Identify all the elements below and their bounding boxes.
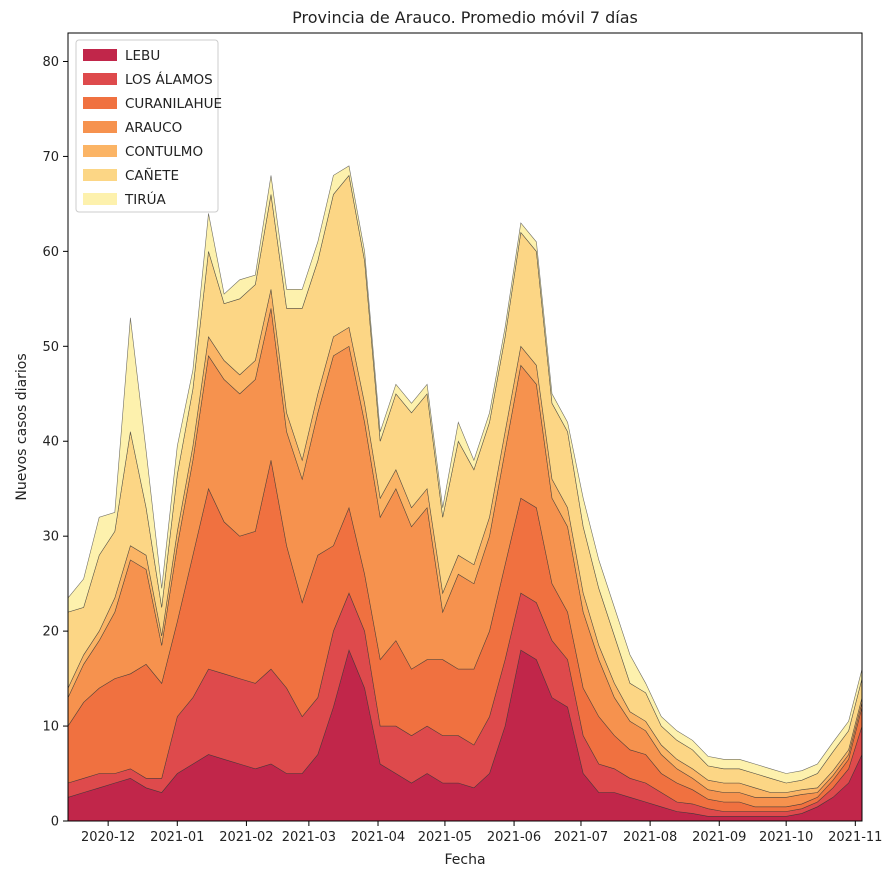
x-tick-label: 2021-06 xyxy=(487,830,541,845)
y-tick-label: 30 xyxy=(42,530,59,545)
x-axis-title: Fecha xyxy=(444,852,485,868)
legend-swatch-tirua xyxy=(83,193,117,205)
x-tick-label: 2021-09 xyxy=(692,830,746,845)
y-tick-label: 80 xyxy=(42,55,59,70)
x-axis: 2020-12 2021-01 2021-02 2021-03 2021-04 2021-… xyxy=(81,821,882,845)
legend-label-arauco: ARAUCO xyxy=(125,120,182,136)
legend-label-canete: CAÑETE xyxy=(125,167,179,184)
x-tick-label: 2021-10 xyxy=(759,830,813,845)
y-tick-label: 70 xyxy=(42,150,59,165)
legend-label-contulmo: CONTULMO xyxy=(125,144,203,160)
plot-frame xyxy=(67,32,863,822)
legend-swatch-contulmo xyxy=(83,145,117,157)
x-tick-label: 2021-11 xyxy=(828,830,882,845)
y-axis: 0 10 20 30 40 50 60 70 80 xyxy=(42,55,68,830)
x-tick-label: 2021-05 xyxy=(418,830,472,845)
y-tick-label: 60 xyxy=(42,245,59,260)
x-tick-label: 2021-08 xyxy=(623,830,677,845)
legend-label-curanilahue: CURANILAHUE xyxy=(125,96,222,112)
x-tick-label: 2021-02 xyxy=(219,830,273,845)
legend-swatch-lebu xyxy=(83,49,117,61)
legend-label-lebu: LEBU xyxy=(125,48,160,64)
x-tick-label: 2021-01 xyxy=(150,830,204,845)
y-axis-title: Nuevos casos diarios xyxy=(14,353,30,500)
legend-swatch-los-alamos xyxy=(83,73,117,85)
legend-label-tirua: TIRÚA xyxy=(124,190,166,208)
x-tick-label: 2021-04 xyxy=(351,830,405,845)
legend: LEBU LOS ÁLAMOS CURANILAHUE ARAUCO CONTULMO C… xyxy=(75,39,222,213)
y-tick-label: 50 xyxy=(42,340,59,355)
y-tick-label: 40 xyxy=(42,435,59,450)
legend-swatch-canete xyxy=(83,169,117,181)
y-tick-label: 20 xyxy=(42,625,59,640)
legend-swatch-arauco xyxy=(83,121,117,133)
y-tick-label: 0 xyxy=(51,815,59,830)
chart-title: Provincia de Arauco. Promedio móvil 7 dí… xyxy=(292,8,638,27)
y-tick-label: 10 xyxy=(42,720,59,735)
x-tick-label: 2021-03 xyxy=(282,830,336,845)
legend-label-los-alamos: LOS ÁLAMOS xyxy=(125,71,213,88)
x-tick-label: 2021-07 xyxy=(554,830,608,845)
legend-swatch-curanilahue xyxy=(83,97,117,109)
x-tick-label: 2020-12 xyxy=(81,830,135,845)
